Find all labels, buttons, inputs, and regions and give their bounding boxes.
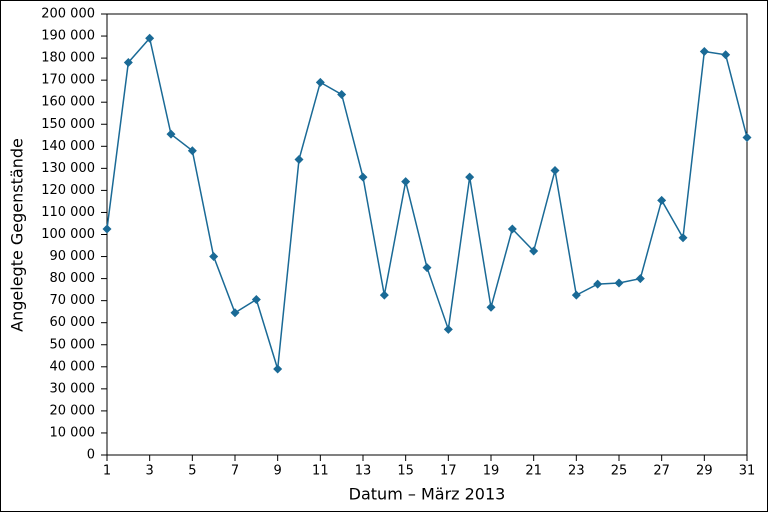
y-tick-label: 110 000 — [41, 205, 95, 220]
data-point — [678, 233, 688, 243]
data-point — [742, 132, 752, 142]
y-tick-label: 90 000 — [50, 249, 96, 264]
x-tick-label: 29 — [696, 464, 713, 479]
x-tick-label: 9 — [274, 464, 282, 479]
y-tick-label: 200 000 — [41, 7, 95, 22]
data-point — [379, 290, 389, 300]
x-tick-label: 19 — [483, 464, 500, 479]
y-axis-label: Angelegte Gegenstände — [8, 138, 27, 332]
y-tick-label: 120 000 — [41, 183, 95, 198]
y-tick-label: 70 000 — [50, 293, 96, 308]
x-axis-label: Datum – März 2013 — [349, 485, 506, 504]
data-point — [123, 58, 133, 68]
data-point — [209, 252, 219, 262]
x-tick-label: 7 — [231, 464, 239, 479]
y-tick-label: 140 000 — [41, 139, 95, 154]
data-point — [251, 295, 261, 305]
data-point — [315, 77, 325, 87]
y-tick-label: 10 000 — [50, 425, 96, 440]
data-line — [106, 36, 748, 370]
data-point — [635, 274, 645, 284]
x-tick-label: 17 — [440, 464, 457, 479]
y-tick-label: 60 000 — [50, 315, 96, 330]
y-tick-label: 50 000 — [50, 337, 96, 352]
x-tick-label: 31 — [739, 464, 756, 479]
data-point — [422, 263, 432, 273]
data-point — [571, 290, 581, 300]
data-point — [699, 46, 709, 56]
y-tick-label: 80 000 — [50, 271, 96, 286]
data-point — [443, 324, 453, 334]
x-tick-label: 13 — [355, 464, 372, 479]
data-point — [187, 146, 197, 156]
data-point — [166, 129, 176, 139]
x-tick-label: 3 — [146, 464, 154, 479]
x-tick-label: 15 — [397, 464, 414, 479]
data-point — [550, 166, 560, 176]
data-point — [486, 302, 496, 312]
data-point — [657, 195, 667, 205]
x-tick-label: 1 — [103, 464, 111, 479]
data-point — [145, 33, 155, 43]
data-point — [721, 50, 731, 60]
y-tick-label: 150 000 — [41, 117, 95, 132]
plot-frame — [106, 13, 748, 456]
y-tick-label: 0 — [87, 448, 95, 463]
data-point — [337, 89, 347, 99]
data-point — [465, 172, 475, 182]
data-point — [614, 278, 624, 288]
data-point — [273, 364, 283, 374]
y-tick-label: 100 000 — [41, 227, 95, 242]
data-point — [401, 177, 411, 187]
x-tick-label: 21 — [525, 464, 542, 479]
x-tick-label: 11 — [312, 464, 329, 479]
y-tick-label: 190 000 — [41, 29, 95, 44]
data-point — [230, 308, 240, 318]
data-point — [294, 155, 304, 165]
data-point — [102, 224, 112, 234]
x-tick-label: 25 — [611, 464, 628, 479]
y-tick-label: 20 000 — [50, 403, 96, 418]
data-point — [507, 224, 517, 234]
y-tick-label: 40 000 — [50, 359, 96, 374]
data-point — [358, 172, 368, 182]
y-tick-label: 130 000 — [41, 161, 95, 176]
y-tick-label: 170 000 — [41, 73, 95, 88]
x-tick-label: 5 — [188, 464, 196, 479]
y-tick-label: 180 000 — [41, 51, 95, 66]
data-point — [593, 279, 603, 289]
data-point — [529, 246, 539, 256]
x-tick-label: 23 — [568, 464, 585, 479]
y-tick-label: 30 000 — [50, 381, 96, 396]
y-tick-label: 160 000 — [41, 95, 95, 110]
x-tick-label: 27 — [653, 464, 670, 479]
